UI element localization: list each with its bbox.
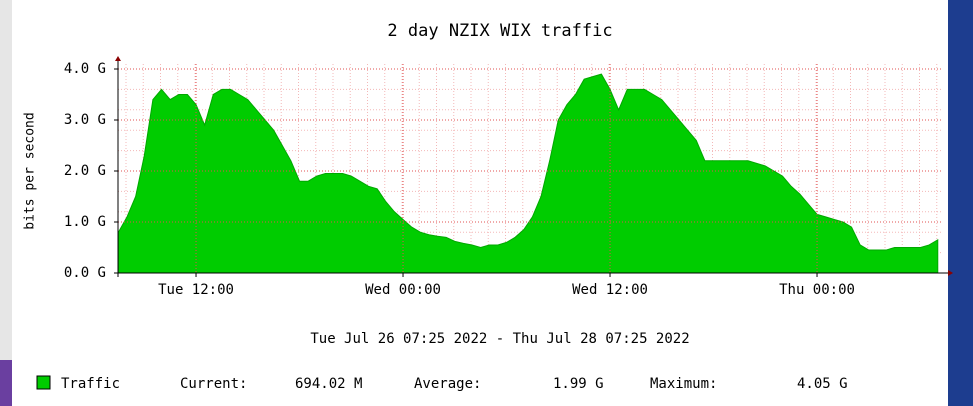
right-edge: [948, 0, 973, 406]
x-tick-label: Tue 12:00: [158, 282, 234, 298]
x-tick-label: Thu 00:00: [779, 282, 855, 298]
legend-maximum-label: Maximum:: [650, 376, 717, 392]
x-tick-label: Wed 00:00: [365, 282, 441, 298]
chart-title: 2 day NZIX WIX traffic: [387, 21, 612, 41]
legend-label: Traffic: [61, 376, 120, 392]
traffic-area: [117, 73, 939, 274]
left-border: [0, 0, 12, 406]
y-arrow: [115, 56, 121, 61]
legend-average-label: Average:: [414, 376, 481, 392]
legend-maximum: 4.05 G: [797, 376, 848, 392]
legend-current: 694.02 M: [295, 376, 362, 392]
y-axis-label: bits per second: [23, 112, 38, 229]
y-tick-label: 2.0 G: [64, 163, 106, 179]
x-tick-label: Wed 12:00: [572, 282, 648, 298]
y-tick-label: 3.0 G: [64, 112, 106, 128]
legend-average: 1.99 G: [553, 376, 604, 392]
corner-block: [0, 360, 12, 406]
legend-current-label: Current:: [180, 376, 247, 392]
y-tick-label: 0.0 G: [64, 265, 106, 281]
y-tick-label: 1.0 G: [64, 214, 106, 230]
y-tick-label: 4.0 G: [64, 61, 106, 77]
legend-swatch: [36, 375, 51, 390]
subtitle: Tue Jul 26 07:25 2022 - Thu Jul 28 07:25…: [310, 331, 689, 347]
x-arrow: [948, 270, 953, 276]
